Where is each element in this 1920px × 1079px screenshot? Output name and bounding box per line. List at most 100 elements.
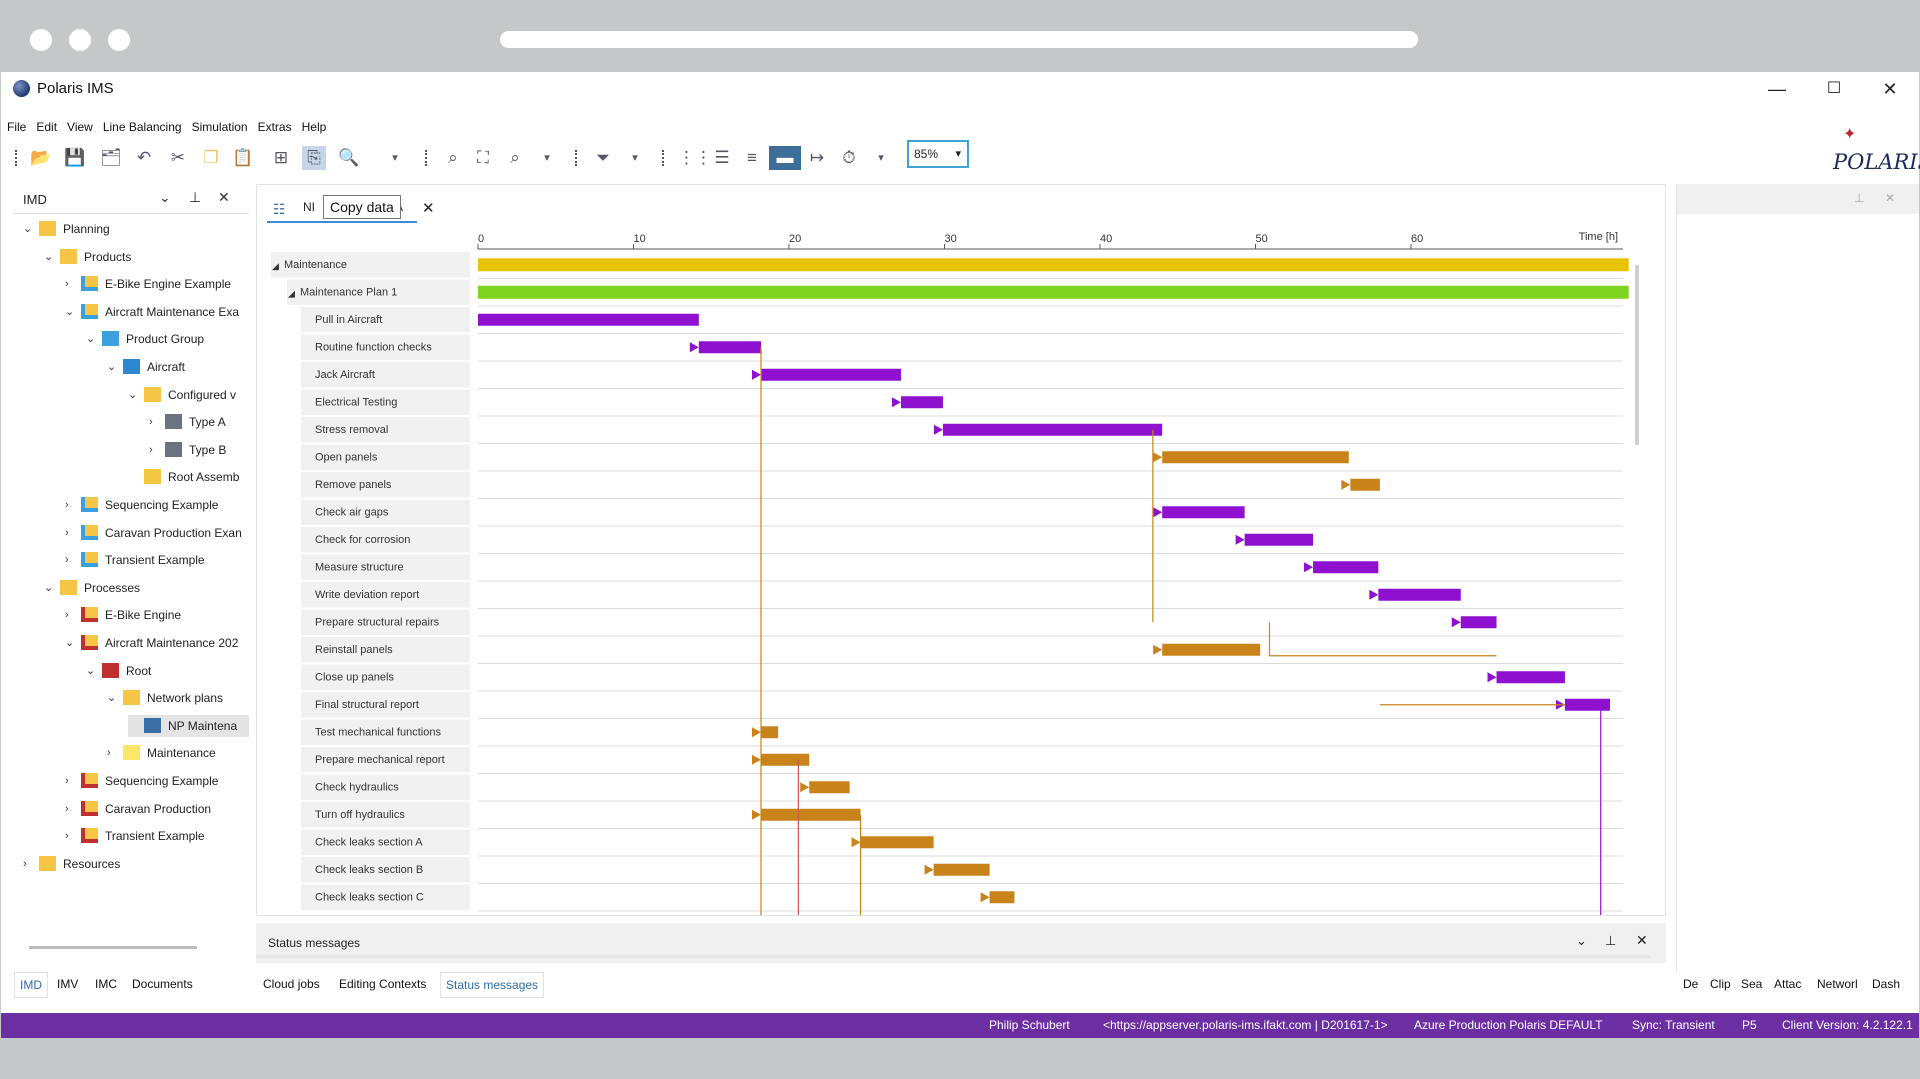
tab-clip[interactable]: Clip: [1710, 977, 1731, 991]
tree-node[interactable]: NP Maintena: [128, 714, 249, 737]
chevron-down-icon[interactable]: ⌄: [65, 305, 75, 318]
indent-icon[interactable]: ≡: [747, 148, 757, 167]
tab-attac[interactable]: Attac: [1774, 977, 1802, 991]
zoom-select[interactable]: 85% ▾: [907, 140, 969, 168]
edit-window-icon[interactable]: ⊞: [273, 148, 289, 167]
menu-simulation[interactable]: Simulation: [191, 120, 248, 134]
gantt-view-icon[interactable]: ▬: [769, 146, 801, 170]
grid-icon[interactable]: ⋮⋮: [678, 148, 712, 167]
tab-status-messages[interactable]: Status messages: [440, 972, 545, 998]
chevron-down-icon[interactable]: ⌄: [44, 581, 54, 594]
dependency-arrow-icon: [752, 727, 762, 738]
save-all-icon[interactable]: 🗂: [100, 148, 122, 167]
row-label: Pull in Aircraft: [315, 314, 382, 326]
menu-edit[interactable]: Edit: [36, 120, 58, 134]
chevron-right-icon[interactable]: ›: [65, 830, 69, 843]
chevron-down-icon[interactable]: ⌄: [128, 388, 138, 401]
chevron-down-icon[interactable]: ⌄: [86, 664, 96, 677]
chevron-right-icon[interactable]: ›: [149, 416, 153, 429]
tab-imc[interactable]: IMC: [95, 977, 117, 991]
tree-node-label: Transient Example: [105, 553, 205, 568]
chevron-down-icon[interactable]: ⌄: [1576, 933, 1587, 948]
chevron-right-icon[interactable]: ›: [65, 775, 69, 787]
chevron-down-icon[interactable]: ⌄: [107, 692, 117, 705]
zoom-out-icon[interactable]: ⌕: [510, 148, 520, 167]
dependency-arrow-icon: [1235, 534, 1245, 545]
menu-help[interactable]: Help: [301, 120, 327, 134]
close-icon[interactable]: ✕: [1885, 191, 1896, 205]
chevron-right-icon[interactable]: ›: [65, 609, 69, 622]
dropdown-chevron-icon[interactable]: ▾: [392, 152, 398, 164]
pin-icon[interactable]: ⊥: [1854, 191, 1865, 205]
inspect-icon[interactable]: 🔍: [338, 148, 360, 167]
fit-to-window-icon[interactable]: ⛶: [477, 148, 489, 167]
dropdown-chevron-icon[interactable]: ▾: [632, 152, 638, 164]
gantt-chart: 0 10 20 30 40 50 60 Time [h] ◢ Maintenance ◢ Mainte…: [271, 225, 1639, 915]
task-bar: [761, 726, 779, 739]
maximize-button[interactable]: ☐: [1826, 80, 1842, 97]
tab-de[interactable]: De: [1683, 977, 1699, 991]
app-window: Polaris IMS — ☐ ✕ File Edit View Line Balan…: [1, 72, 1920, 1038]
menu-view[interactable]: View: [67, 120, 93, 134]
chevron-down-icon[interactable]: ⌄: [159, 189, 171, 205]
menu-line-balancing[interactable]: Line Balancing: [102, 120, 182, 134]
cut-icon[interactable]: ✂: [170, 148, 186, 167]
tab-imv[interactable]: IMV: [57, 977, 79, 991]
tab-sea[interactable]: Sea: [1741, 977, 1763, 991]
chevron-right-icon[interactable]: ›: [65, 554, 69, 567]
filter-icon[interactable]: ⏷: [596, 148, 610, 167]
horizontal-scrollbar[interactable]: [256, 955, 1651, 958]
minimize-button[interactable]: —: [1768, 79, 1786, 99]
tab-imd[interactable]: IMD: [14, 972, 48, 998]
chevron-down-icon[interactable]: ⌄: [23, 223, 33, 235]
chevron-right-icon[interactable]: ›: [107, 747, 111, 760]
right-dock-panel: ⊥ ✕: [1676, 184, 1919, 972]
dropdown-chevron-icon[interactable]: ▾: [544, 152, 550, 164]
chevron-down-icon[interactable]: ⌄: [86, 333, 96, 346]
chevron-right-icon[interactable]: ›: [65, 802, 69, 815]
menu-extras[interactable]: Extras: [257, 120, 292, 134]
tab-dash[interactable]: Dash: [1872, 977, 1901, 991]
link-arrow-icon[interactable]: ↦: [809, 148, 825, 167]
save-icon[interactable]: 💾: [64, 148, 86, 167]
open-folder-icon[interactable]: 📂: [30, 148, 52, 167]
dropdown-chevron-icon[interactable]: ▾: [878, 152, 884, 164]
close-window-button[interactable]: ✕: [1882, 79, 1898, 99]
chevron-down-icon[interactable]: ⌄: [65, 637, 75, 649]
pin-icon[interactable]: ⊥: [1605, 933, 1617, 948]
chevron-right-icon[interactable]: ›: [65, 499, 69, 511]
chevron-right-icon[interactable]: ›: [149, 443, 153, 456]
pin-icon[interactable]: ⊥: [189, 189, 202, 205]
chevron-right-icon[interactable]: ›: [65, 526, 69, 539]
copy-icon[interactable]: ❐: [203, 148, 219, 167]
chevron-down-icon[interactable]: ⌄: [44, 250, 54, 263]
close-icon[interactable]: ✕: [218, 189, 230, 205]
row-label-cell: [301, 307, 470, 333]
timer-icon[interactable]: ⏱: [842, 148, 856, 167]
copy-data-icon[interactable]: ⎘: [302, 146, 326, 170]
zoom-in-icon[interactable]: ⌕: [448, 148, 458, 167]
tab-editing-contexts[interactable]: Editing Contexts: [339, 977, 427, 991]
align-left-icon[interactable]: ☰: [714, 148, 730, 167]
product-folder-icon: [81, 497, 98, 512]
horizontal-scrollbar[interactable]: [29, 946, 197, 949]
chevron-right-icon[interactable]: ›: [65, 278, 69, 291]
close-icon[interactable]: ✕: [1636, 932, 1648, 948]
process-folder-icon: [81, 800, 98, 816]
tab-networl[interactable]: Networl: [1817, 977, 1858, 991]
undo-icon[interactable]: ↶: [136, 148, 152, 167]
dependency-arrow-icon: [1304, 562, 1314, 573]
tab-documents[interactable]: Documents: [132, 977, 193, 991]
document-tab[interactable]: ☷ NI A Copy data: [267, 193, 417, 223]
vertical-scrollbar: [1635, 265, 1639, 445]
chevron-down-icon[interactable]: ⌄: [107, 361, 117, 373]
paste-icon[interactable]: 📋: [232, 148, 254, 167]
root-process-icon: [102, 662, 119, 678]
chevron-right-icon[interactable]: ›: [23, 857, 27, 870]
row-label: Routine function checks: [315, 342, 432, 354]
tab-cloud-jobs[interactable]: Cloud jobs: [263, 977, 320, 991]
tree-node-label: Aircraft: [147, 360, 186, 374]
close-tab-icon[interactable]: ✕: [422, 200, 435, 217]
menu-file[interactable]: File: [7, 120, 27, 134]
address-bar[interactable]: [500, 31, 1418, 48]
